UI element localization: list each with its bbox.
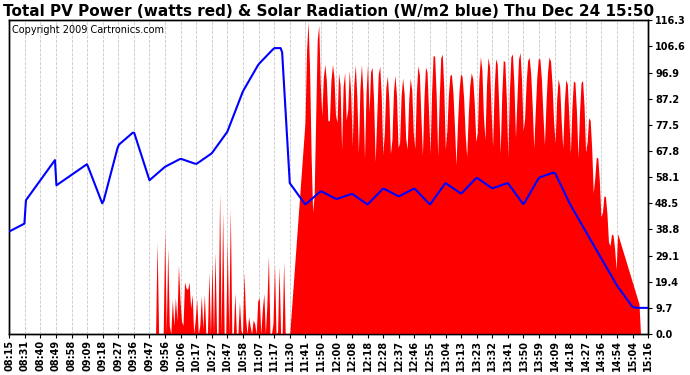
Text: Copyright 2009 Cartronics.com: Copyright 2009 Cartronics.com [12, 25, 164, 35]
Title: Total PV Power (watts red) & Solar Radiation (W/m2 blue) Thu Dec 24 15:50: Total PV Power (watts red) & Solar Radia… [3, 4, 654, 19]
